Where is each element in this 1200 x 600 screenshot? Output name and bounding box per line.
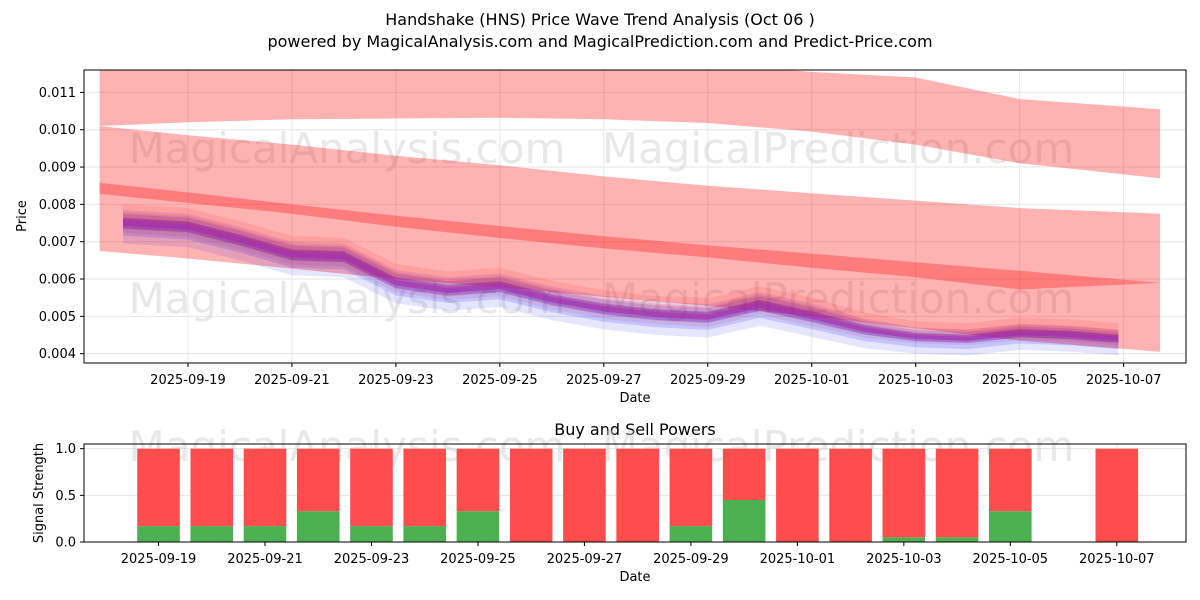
price-x-tick-label: 2025-10-05	[982, 373, 1058, 388]
price-x-tick-label: 2025-09-23	[358, 373, 434, 388]
price-mid-blue-band	[123, 214, 1119, 350]
price-y-tick-label: 0.007	[39, 235, 76, 250]
core-wave-band	[99, 182, 1161, 290]
price-chart: MagicalAnalysis.com MagicalPrediction.co…	[15, 69, 1187, 406]
buy-bar	[882, 537, 926, 542]
price-plot-frame	[83, 69, 1187, 364]
sell-bar	[616, 448, 659, 542]
sell-bar	[989, 448, 1032, 512]
buy-sell-plot-frame	[83, 443, 1187, 543]
sell-bar	[509, 448, 553, 542]
price-series	[123, 204, 1119, 356]
upper-wave-band	[99, 70, 1160, 179]
price-y-tick-label: 0.006	[39, 273, 76, 288]
buy-sell-x-tick-label: 2025-10-01	[760, 552, 836, 567]
price-y-tick-label: 0.011	[39, 86, 76, 101]
buy-bar	[456, 511, 500, 542]
price-x-tick-label: 2025-09-29	[670, 373, 746, 388]
price-watermark-3: MagicalAnalysis.com	[129, 274, 566, 323]
sell-bar	[882, 448, 926, 538]
middle-wave-band	[99, 126, 1161, 352]
buy-sell-y-tick-label: 1.0	[55, 442, 76, 457]
buy-sell-x-tick-label: 2025-09-23	[334, 552, 410, 567]
sell-bar	[296, 448, 340, 512]
sell-bar	[403, 448, 447, 527]
buy-sell-x-tick-label: 2025-10-03	[866, 552, 942, 567]
price-x-tick-label: 2025-10-01	[774, 373, 850, 388]
buy-sell-x-tick-label: 2025-09-25	[440, 552, 516, 567]
price-y-tick-label: 0.004	[39, 347, 76, 362]
price-mid-red-band	[123, 212, 1119, 343]
sell-bar	[456, 448, 500, 512]
price-grid	[84, 70, 1186, 363]
buy-sell-x-label: Date	[619, 570, 650, 585]
price-x-ticks: 2025-09-19 2025-09-21 2025-09-23 2025-09-25…	[150, 363, 1161, 388]
price-x-tick-label: 2025-09-27	[566, 373, 642, 388]
sell-bar	[243, 448, 287, 527]
sell-bar	[1095, 448, 1139, 542]
buy-sell-bars	[137, 448, 1139, 542]
price-x-tick-label: 2025-10-07	[1086, 373, 1162, 388]
price-outer-blue-band	[123, 210, 1119, 356]
price-y-tick-label: 0.005	[39, 310, 76, 325]
price-y-label: Price	[15, 200, 30, 232]
price-outer-red-band	[123, 204, 1119, 346]
buy-bar	[935, 537, 979, 542]
price-y-tick-label: 0.010	[39, 123, 76, 138]
buy-sell-x-tick-label: 2025-09-27	[547, 552, 623, 567]
sell-bar	[563, 448, 606, 542]
sell-bar	[722, 448, 766, 500]
chart-subtitle: powered by MagicalAnalysis.com and Magic…	[267, 32, 932, 51]
buy-bar	[350, 526, 393, 542]
chart-title: Handshake (HNS) Price Wave Trend Analysi…	[385, 10, 814, 29]
buy-sell-x-ticks: 2025-09-19 2025-09-21 2025-09-23 2025-09-25…	[121, 542, 1155, 567]
buy-sell-x-tick-label: 2025-09-19	[121, 552, 197, 567]
sell-bar	[829, 448, 872, 542]
buy-sell-x-tick-label: 2025-09-21	[227, 552, 303, 567]
buy-sell-y-tick-label: 0.5	[55, 489, 76, 504]
sell-bar	[350, 448, 393, 527]
buy-sell-y-tick-label: 0.0	[55, 536, 76, 551]
buy-sell-title: Buy and Sell Powers	[554, 420, 716, 439]
sell-bar	[776, 448, 819, 542]
buy-bar	[722, 500, 766, 542]
price-watermark-1: MagicalAnalysis.com	[129, 124, 566, 173]
price-y-tick-label: 0.008	[39, 198, 76, 213]
buy-bar	[137, 526, 180, 542]
price-watermark-2: MagicalPrediction.com	[602, 124, 1075, 173]
buy-sell-y-label: Signal Strength	[32, 443, 47, 543]
buy-bar	[243, 526, 287, 542]
buy-bar	[669, 526, 713, 542]
sell-bar	[935, 448, 979, 538]
buy-sell-y-ticks: 0.0 0.5 1.0	[55, 442, 84, 551]
buy-bar	[989, 511, 1032, 542]
price-x-tick-label: 2025-10-03	[878, 373, 954, 388]
price-x-tick-label: 2025-09-25	[462, 373, 538, 388]
buy-bar	[296, 511, 340, 542]
buy-sell-chart: Buy and Sell Powers MagicalAnalysis.com …	[32, 420, 1187, 585]
price-x-tick-label: 2025-09-21	[254, 373, 330, 388]
buy-bar	[190, 526, 234, 542]
buy-sell-x-tick-label: 2025-10-05	[973, 552, 1049, 567]
price-x-label: Date	[619, 391, 650, 406]
sell-bar	[190, 448, 234, 527]
buy-bar	[403, 526, 447, 542]
sell-bar	[669, 448, 713, 527]
price-x-tick-label: 2025-09-19	[150, 373, 226, 388]
price-y-ticks: 0.004 0.005 0.006 0.007 0.008 0.009 0.010 0.011	[39, 86, 84, 362]
sell-bar	[137, 448, 180, 527]
wave-bands	[99, 70, 1161, 352]
buy-sell-x-tick-label: 2025-10-07	[1079, 552, 1155, 567]
buy-sell-x-tick-label: 2025-09-29	[653, 552, 729, 567]
price-y-tick-label: 0.009	[39, 161, 76, 176]
price-inner-blue-band	[123, 217, 1119, 343]
